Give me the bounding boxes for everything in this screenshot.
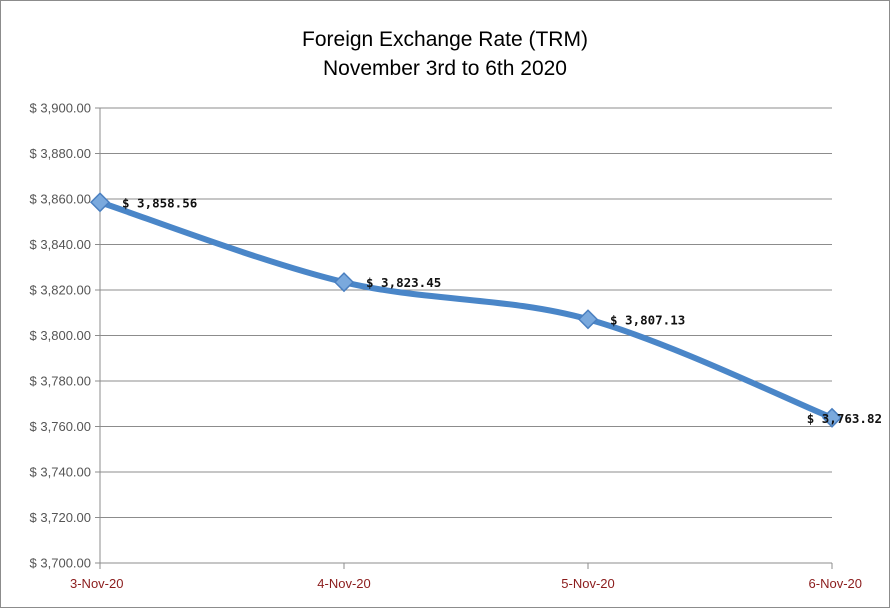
y-tick-label: $ 3,800.00 [30, 328, 91, 343]
gridlines [95, 107, 832, 564]
data-label: $ 3,858.56 [122, 195, 197, 210]
x-tick-labels: 3-Nov-20 4-Nov-20 5-Nov-20 6-Nov-20 [70, 576, 862, 591]
data-point-marker [821, 407, 843, 428]
axes [99, 108, 833, 569]
data-label: $ 3,823.45 [366, 275, 441, 290]
y-tick-labels: $ 3,700.00 $ 3,720.00 $ 3,740.00 $ 3,760.00… [30, 101, 91, 571]
y-tick-label: $ 3,780.00 [30, 374, 91, 389]
data-label: $ 3,763.82 [807, 411, 882, 426]
y-tick-label: $ 3,880.00 [30, 146, 91, 161]
data-point-marker [577, 309, 599, 330]
y-tick-label: $ 3,900.00 [30, 101, 91, 116]
y-tick-label: $ 3,720.00 [30, 510, 91, 525]
y-tick-label: $ 3,740.00 [30, 465, 91, 480]
x-tick-label: 6-Nov-20 [809, 576, 862, 591]
series-markers [89, 192, 843, 428]
chart-title: Foreign Exchange Rate (TRM) November 3rd… [1, 25, 889, 83]
series-line [97, 199, 835, 421]
data-point-marker [89, 192, 111, 213]
y-tick-label: $ 3,760.00 [30, 419, 91, 434]
data-point-marker [333, 272, 355, 293]
x-tick-label: 5-Nov-20 [561, 576, 614, 591]
x-tick-label: 4-Nov-20 [317, 576, 370, 591]
x-tick-label: 3-Nov-20 [70, 576, 123, 591]
chart-title-line-1: Foreign Exchange Rate (TRM) [302, 28, 588, 51]
y-tick-label: $ 3,820.00 [30, 283, 91, 298]
data-label: $ 3,807.13 [610, 312, 685, 327]
chart-title-line-2: November 3rd to 6th 2020 [323, 57, 567, 80]
y-tick-label: $ 3,700.00 [30, 556, 91, 571]
data-labels: $ 3,858.56 $ 3,823.45 $ 3,807.13 $ 3,763.82 [122, 195, 882, 426]
y-tick-label: $ 3,860.00 [30, 192, 91, 207]
y-tick-label: $ 3,840.00 [30, 237, 91, 252]
